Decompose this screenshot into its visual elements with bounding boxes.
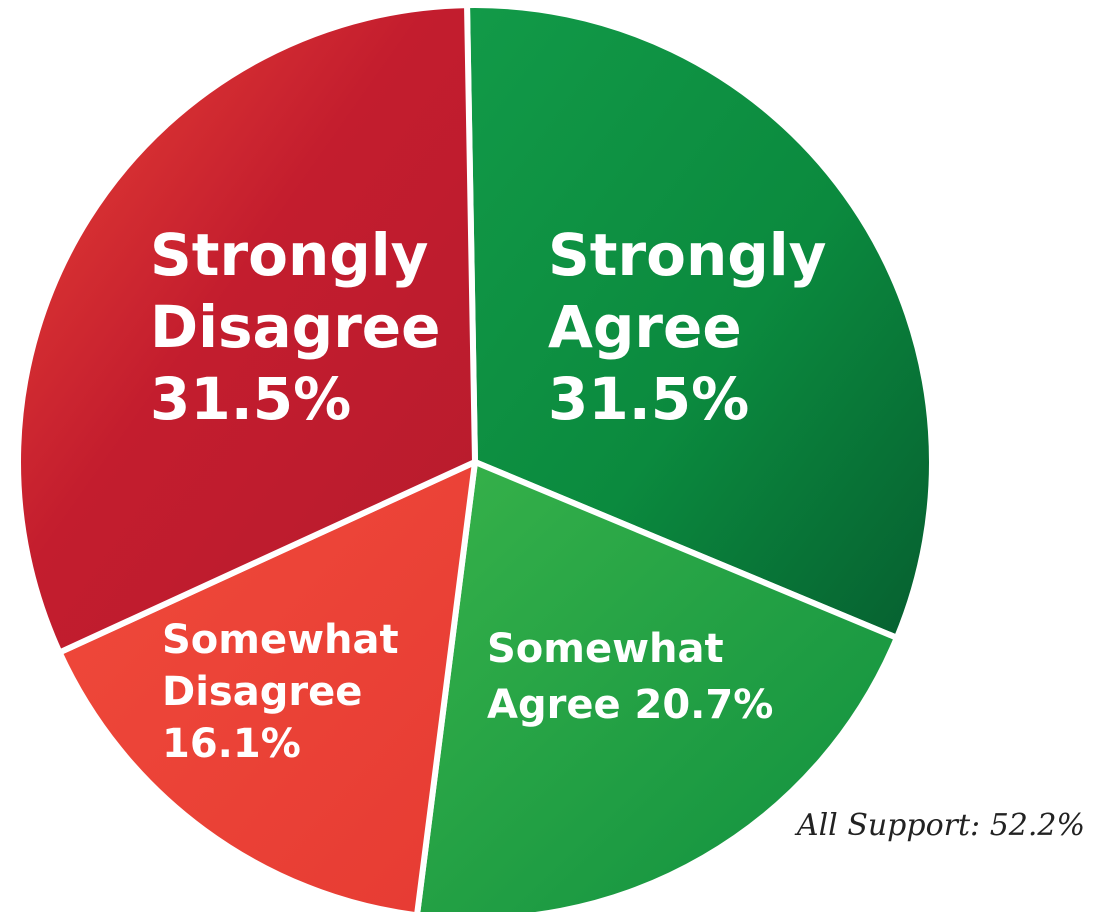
pie-slice-strongly-disagree xyxy=(15,2,478,656)
slice-label-strongly-agree: Strongly Agree 31.5% xyxy=(548,221,826,433)
slice-label-somewhat-agree: Somewhat Agree 20.7% xyxy=(487,626,773,728)
pie-slice-somewhat-agree xyxy=(414,459,900,912)
pie-slice-somewhat-disagree xyxy=(56,459,478,912)
pie-slices xyxy=(15,2,935,912)
pie-slice-strongly-agree xyxy=(464,2,935,641)
pie-labels: Strongly Agree 31.5% Somewhat Agree 20.7% Som… xyxy=(150,221,826,767)
slice-label-strongly-disagree: Strongly Disagree 31.5% xyxy=(150,221,440,433)
slice-label-somewhat-disagree: Somewhat Disagree 16.1% xyxy=(162,617,399,767)
all-support-annotation: All Support: 52.2% xyxy=(796,808,1085,843)
